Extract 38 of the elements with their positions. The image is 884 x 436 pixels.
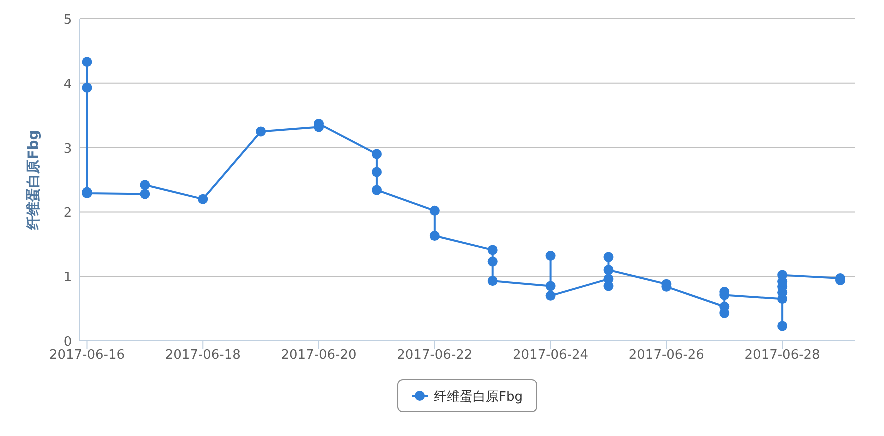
point [82,57,92,68]
point [488,276,498,286]
point [488,245,498,256]
point [546,281,556,292]
point [372,167,382,178]
y-tick-label: 3 [64,142,72,157]
point [430,231,440,242]
y-axis-title: 纤维蛋白原Fbg [25,130,42,231]
point [546,250,556,261]
point [488,256,498,267]
point [546,290,556,301]
y-tick-label: 1 [64,270,72,286]
point [778,270,788,280]
point [778,321,788,332]
point [140,180,150,190]
x-tick-label: 2017-06-18 [165,348,241,363]
point [604,252,614,262]
point [604,265,614,276]
point [720,308,730,318]
y-tick-label: 5 [64,13,72,28]
point [372,149,382,160]
x-tick-label: 2017-06-16 [49,348,126,363]
legend-label: 纤维蛋白原Fbg [434,390,523,405]
point [256,126,266,137]
point [82,82,92,93]
x-tick-label: 2017-06-22 [397,348,473,363]
x-tick-label: 2017-06-24 [513,348,589,363]
y-tick-label: 4 [64,77,72,92]
x-tick-label: 2017-06-26 [628,348,704,363]
x-tick-label: 2017-06-20 [281,348,357,363]
y-tick-label: 2 [64,206,72,222]
point [430,206,440,216]
point [604,281,614,292]
x-tick-label: 2017-06-28 [744,348,820,363]
point [198,194,208,204]
point [372,185,382,196]
y-tick-label: 0 [64,335,72,350]
point [140,189,150,200]
